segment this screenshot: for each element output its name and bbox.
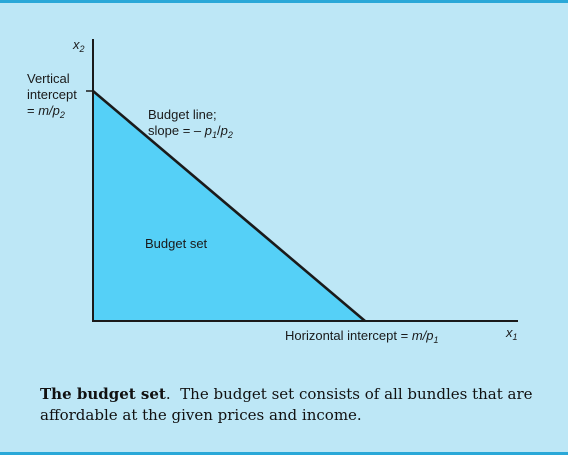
budget-line xyxy=(92,90,366,322)
caption-text: The budget set consists of all bundles t… xyxy=(40,385,533,424)
budget-set-diagram: x2 x1 Vertical intercept = m/p2 Budget l… xyxy=(27,37,518,345)
caption-title-period: . xyxy=(165,385,171,403)
vertical-intercept-label: Vertical intercept = m/p2 xyxy=(27,71,81,120)
horizontal-intercept-label: Horizontal intercept = m/p1 xyxy=(285,328,439,345)
budget-line-label: Budget line; slope = – p1/p2 xyxy=(148,107,233,140)
budget-set-label: Budget set xyxy=(145,236,208,251)
x-axis-label: x1 xyxy=(505,325,518,342)
figure-caption: The budget set. The budget set consists … xyxy=(40,384,545,426)
caption-title: The budget set xyxy=(40,385,166,403)
y-axis-label: x2 xyxy=(72,37,85,54)
